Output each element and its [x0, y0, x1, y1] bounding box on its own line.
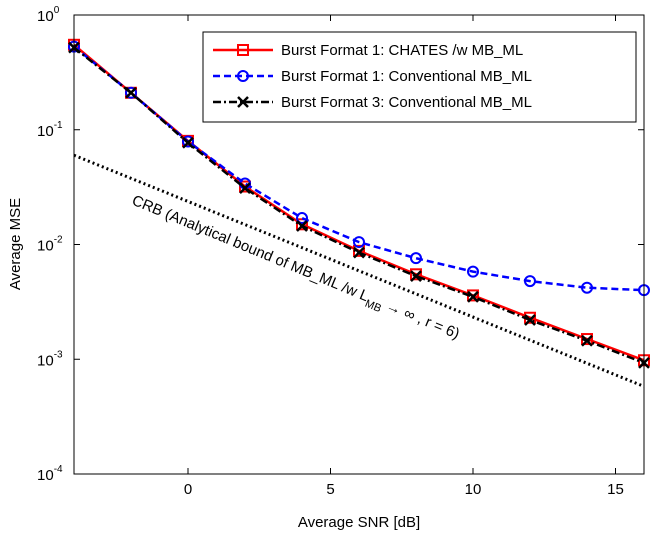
- y-tick-label: 10-1: [37, 120, 63, 140]
- series-group: [68, 38, 650, 369]
- legend-label: Burst Format 1: CHATES /w MB_ML: [281, 42, 523, 59]
- square-marker: [581, 333, 593, 346]
- y-tick-base: 10: [37, 352, 54, 369]
- circle-marker: [353, 236, 365, 249]
- x-marker: [410, 270, 422, 283]
- y-tick-base: 10: [37, 467, 54, 484]
- plot-frame: [73, 14, 645, 475]
- x-tick-label: 15: [607, 481, 624, 498]
- y-tick-base: 10: [37, 238, 54, 255]
- y-axis-label: Average MSE: [7, 198, 24, 290]
- circle-marker: [182, 135, 194, 148]
- circle-marker: [237, 70, 249, 82]
- y-tick-label: 10-2: [37, 235, 63, 255]
- legend-label: Burst Format 3: Conventional MB_ML: [281, 94, 532, 111]
- y-tick-label: 10-3: [37, 349, 63, 369]
- x-tick-label: 10: [465, 481, 482, 498]
- series-3: [68, 41, 650, 369]
- y-tick-base: 10: [37, 123, 54, 140]
- y-tick-base: 10: [37, 8, 54, 25]
- y-tick-label: 10-4: [37, 464, 63, 484]
- x-marker: [125, 86, 137, 99]
- series-line: [73, 45, 645, 292]
- legend-entry: Burst Format 3: Conventional MB_ML: [213, 94, 532, 111]
- y-tick-exponent: -4: [54, 464, 63, 475]
- legend-label: Burst Format 1: Conventional MB_ML: [281, 68, 532, 85]
- square-marker: [410, 268, 422, 281]
- y-tick-exponent: -1: [54, 120, 63, 131]
- x-tick-label: 5: [326, 481, 334, 498]
- square-marker: [237, 44, 249, 56]
- circle-marker: [524, 275, 536, 288]
- y-tick-exponent: -2: [54, 235, 63, 246]
- x-marker: [182, 136, 194, 149]
- x-marker: [467, 290, 479, 303]
- circle-marker: [410, 252, 422, 265]
- legend-entry: Burst Format 1: CHATES /w MB_ML: [213, 42, 523, 59]
- legend-box: [202, 31, 637, 123]
- circle-marker: [296, 212, 308, 225]
- x-marker: [239, 182, 251, 195]
- crb-annotation-subscript: MB: [363, 298, 383, 315]
- y-tick-exponent: -3: [54, 349, 63, 360]
- x-marker: [296, 220, 308, 232]
- x-marker: [581, 334, 593, 347]
- x-marker: [353, 246, 365, 259]
- circle-marker: [581, 281, 593, 294]
- legend: Burst Format 1: CHATES /w MB_ML Burst For…: [202, 31, 637, 123]
- x-marker: [237, 96, 249, 108]
- x-axis-label: Average SNR [dB]: [298, 514, 420, 531]
- y-tick-exponent: 0: [54, 5, 60, 16]
- circle-marker: [467, 265, 479, 278]
- x-marker: [524, 314, 536, 326]
- x-tick-label: 0: [184, 481, 192, 498]
- legend-entry: Burst Format 1: Conventional MB_ML: [213, 68, 532, 85]
- y-tick-label: 100: [37, 5, 60, 25]
- circle-marker: [125, 86, 137, 99]
